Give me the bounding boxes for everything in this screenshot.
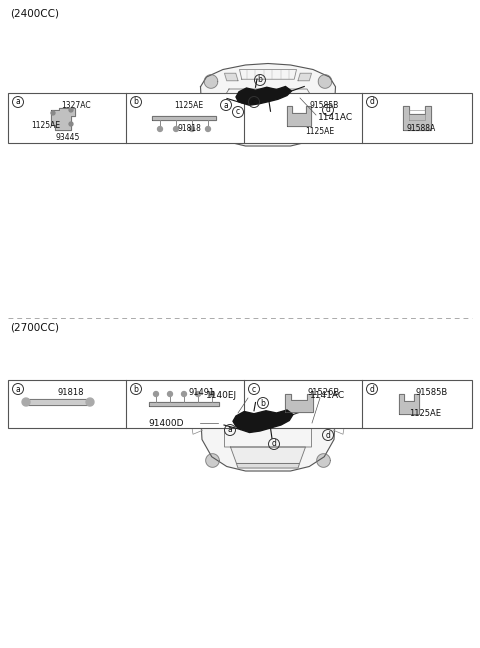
Bar xyxy=(8,380,472,428)
Text: b: b xyxy=(261,399,265,408)
Polygon shape xyxy=(51,111,55,115)
Polygon shape xyxy=(154,391,158,397)
Polygon shape xyxy=(86,398,94,406)
Polygon shape xyxy=(201,389,336,471)
Polygon shape xyxy=(204,400,218,413)
Polygon shape xyxy=(206,454,219,467)
Polygon shape xyxy=(157,126,163,132)
Text: 1125AE: 1125AE xyxy=(409,409,441,418)
Text: 1125AE: 1125AE xyxy=(305,127,335,136)
Text: 1140EJ: 1140EJ xyxy=(206,391,237,400)
Polygon shape xyxy=(403,106,431,130)
Polygon shape xyxy=(22,398,30,406)
Polygon shape xyxy=(174,126,179,132)
Text: 91585B: 91585B xyxy=(416,388,448,397)
Text: (2400CC): (2400CC) xyxy=(10,8,59,18)
Text: d: d xyxy=(325,430,330,439)
Polygon shape xyxy=(206,129,219,143)
Polygon shape xyxy=(181,391,187,397)
Text: 91491: 91491 xyxy=(189,388,215,397)
Polygon shape xyxy=(205,126,211,132)
Polygon shape xyxy=(236,86,291,105)
Text: b: b xyxy=(133,97,138,106)
Text: 91526B: 91526B xyxy=(308,388,340,397)
Text: 91818: 91818 xyxy=(58,388,84,397)
Text: a: a xyxy=(228,426,232,435)
Polygon shape xyxy=(204,75,218,88)
Polygon shape xyxy=(69,108,73,112)
Polygon shape xyxy=(237,139,300,143)
Text: d: d xyxy=(370,97,374,106)
Text: 91818: 91818 xyxy=(177,124,201,133)
Polygon shape xyxy=(210,391,215,397)
Polygon shape xyxy=(195,391,201,397)
Polygon shape xyxy=(152,116,216,120)
Text: d: d xyxy=(272,439,276,448)
Text: (2700CC): (2700CC) xyxy=(10,322,59,332)
Polygon shape xyxy=(318,75,332,88)
Polygon shape xyxy=(317,129,330,143)
Polygon shape xyxy=(225,399,238,406)
Polygon shape xyxy=(399,394,419,414)
Polygon shape xyxy=(230,447,305,463)
Polygon shape xyxy=(298,399,312,406)
Polygon shape xyxy=(168,391,172,397)
Polygon shape xyxy=(285,394,313,412)
Text: 91585B: 91585B xyxy=(310,101,338,110)
Text: c: c xyxy=(252,97,256,106)
Text: c: c xyxy=(236,108,240,117)
Polygon shape xyxy=(69,122,73,126)
Polygon shape xyxy=(237,463,300,468)
Text: 1141AC: 1141AC xyxy=(318,113,353,122)
Text: a: a xyxy=(16,384,20,393)
Text: b: b xyxy=(133,384,138,393)
Text: d: d xyxy=(325,106,330,115)
Polygon shape xyxy=(317,454,330,467)
Polygon shape xyxy=(51,108,75,130)
Polygon shape xyxy=(201,64,336,146)
Text: 93445: 93445 xyxy=(56,133,80,142)
Text: b: b xyxy=(258,76,263,84)
Polygon shape xyxy=(287,106,311,126)
Text: 1125AE: 1125AE xyxy=(174,101,204,110)
Text: 1125AE: 1125AE xyxy=(31,121,60,130)
Polygon shape xyxy=(225,73,238,81)
Bar xyxy=(8,93,472,143)
Polygon shape xyxy=(318,400,332,413)
Text: 91588A: 91588A xyxy=(407,124,436,133)
Polygon shape xyxy=(149,402,219,406)
Polygon shape xyxy=(230,122,305,139)
Polygon shape xyxy=(233,410,293,432)
Text: d: d xyxy=(370,384,374,393)
Polygon shape xyxy=(26,399,90,405)
Text: a: a xyxy=(16,97,20,106)
Polygon shape xyxy=(298,73,312,81)
Text: c: c xyxy=(252,384,256,393)
Polygon shape xyxy=(190,126,194,132)
Text: a: a xyxy=(224,100,228,110)
Text: 1327AC: 1327AC xyxy=(61,101,91,110)
Text: 1141AC: 1141AC xyxy=(310,391,345,400)
Text: 91400D: 91400D xyxy=(148,419,183,428)
